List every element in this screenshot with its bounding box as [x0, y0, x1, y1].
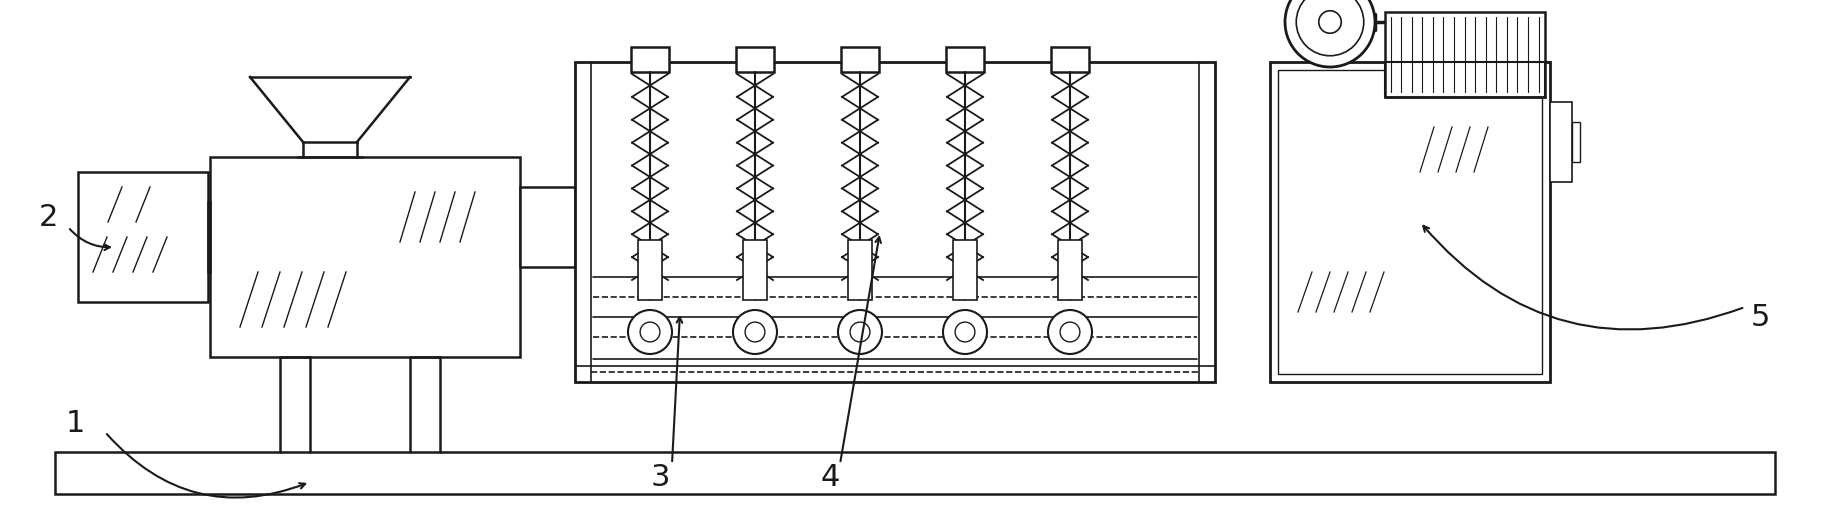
Bar — [638, 240, 662, 300]
Bar — [1057, 240, 1081, 300]
Bar — [631, 47, 670, 72]
Circle shape — [640, 322, 661, 342]
Circle shape — [1061, 322, 1079, 342]
Text: 3: 3 — [649, 462, 670, 492]
Circle shape — [943, 310, 987, 354]
Circle shape — [1297, 0, 1363, 56]
Bar — [954, 240, 978, 300]
Circle shape — [732, 310, 777, 354]
Bar — [1279, 70, 1542, 374]
Bar — [1386, 12, 1544, 97]
Bar — [1052, 47, 1089, 72]
Bar — [1269, 62, 1550, 382]
Bar — [520, 187, 576, 267]
Text: 2: 2 — [39, 203, 57, 231]
Circle shape — [838, 310, 882, 354]
Bar — [849, 240, 873, 300]
Circle shape — [1284, 0, 1375, 67]
Bar — [55, 452, 1775, 494]
Circle shape — [745, 322, 766, 342]
Bar — [946, 47, 983, 72]
Bar — [208, 202, 210, 272]
Circle shape — [851, 322, 869, 342]
Bar — [77, 172, 208, 302]
Bar — [210, 157, 520, 357]
Bar — [1572, 122, 1579, 162]
Circle shape — [956, 322, 974, 342]
Text: 1: 1 — [65, 410, 85, 438]
Circle shape — [1319, 11, 1341, 33]
Circle shape — [1048, 310, 1092, 354]
Bar — [841, 47, 878, 72]
Text: 5: 5 — [1751, 303, 1769, 331]
Bar — [1550, 102, 1572, 182]
Text: 4: 4 — [821, 462, 839, 492]
Circle shape — [627, 310, 672, 354]
Bar — [744, 240, 768, 300]
Bar — [576, 62, 1216, 382]
Bar — [736, 47, 775, 72]
